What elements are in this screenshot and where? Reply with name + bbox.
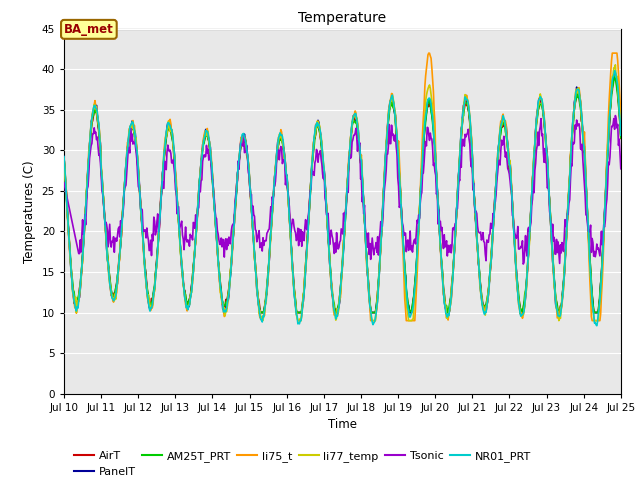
Text: BA_met: BA_met bbox=[64, 23, 114, 36]
X-axis label: Time: Time bbox=[328, 418, 357, 431]
Legend: AirT, PanelT, AM25T_PRT, li75_t, li77_temp, Tsonic, NR01_PRT: AirT, PanelT, AM25T_PRT, li75_t, li77_te… bbox=[70, 446, 535, 480]
Y-axis label: Temperatures (C): Temperatures (C) bbox=[23, 160, 36, 263]
Title: Temperature: Temperature bbox=[298, 11, 387, 25]
